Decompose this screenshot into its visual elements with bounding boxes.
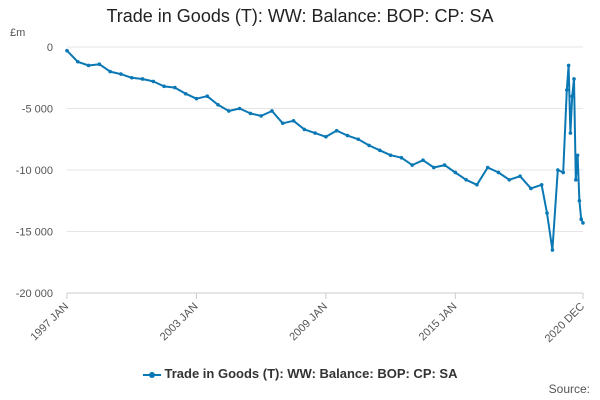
data-point xyxy=(431,165,436,170)
data-point xyxy=(453,170,458,175)
y-axis-tick-labels: 0 -5 000 -10 000 -15 000 -20 000 xyxy=(16,42,53,300)
data-point xyxy=(464,178,468,182)
data-point xyxy=(579,217,584,221)
data-point xyxy=(86,63,91,68)
y-tick-label: -5 000 xyxy=(22,104,53,116)
data-point xyxy=(485,165,490,170)
data-point xyxy=(173,85,177,90)
data-point xyxy=(565,88,569,92)
data-point xyxy=(475,182,479,187)
legend[interactable]: Trade in Goods (T): WW: Balance: BOP: CP… xyxy=(0,366,600,381)
x-tick-label: 2009 JAN xyxy=(287,301,330,344)
data-point xyxy=(280,121,285,126)
data-point xyxy=(575,153,580,158)
data-point xyxy=(345,133,350,138)
data-point xyxy=(410,163,414,167)
axes xyxy=(66,292,584,299)
y-tick-label: -15 000 xyxy=(16,227,53,239)
data-point xyxy=(302,127,307,132)
data-point xyxy=(65,48,69,53)
data-point xyxy=(581,221,585,225)
data-point xyxy=(183,91,188,96)
data-point xyxy=(151,79,156,84)
data-point xyxy=(97,62,102,67)
data-point xyxy=(227,109,231,113)
data-point xyxy=(561,170,566,175)
x-tick-label: 1997 JAN xyxy=(28,301,71,344)
x-tick-label: 2015 JAN xyxy=(417,301,460,344)
data-point xyxy=(556,168,560,172)
series-points xyxy=(65,48,585,252)
data-point xyxy=(539,182,544,187)
data-point xyxy=(550,248,555,252)
data-point xyxy=(129,75,134,80)
data-point xyxy=(570,94,575,98)
y-axis-unit-label: £m xyxy=(10,27,25,39)
data-point xyxy=(518,174,522,178)
data-point xyxy=(496,170,501,175)
data-point xyxy=(568,131,573,135)
x-tick-label: 2003 JAN xyxy=(158,301,201,344)
data-point xyxy=(75,59,80,64)
data-point xyxy=(572,77,576,81)
data-point xyxy=(162,84,166,89)
legend-line-marker-icon xyxy=(142,371,161,378)
y-tick-label: 0 xyxy=(47,42,53,54)
data-point xyxy=(205,94,210,98)
data-point xyxy=(237,106,242,111)
legend-label: Trade in Goods (T): WW: Balance: BOP: CP… xyxy=(164,366,458,381)
y-tick-label: -10 000 xyxy=(16,165,53,177)
data-point xyxy=(324,134,328,139)
data-point xyxy=(399,155,404,160)
chart-title: Trade in Goods (T): WW: Balance: BOP: CP… xyxy=(106,6,494,26)
data-point xyxy=(356,137,361,142)
data-point xyxy=(367,143,371,148)
series-line xyxy=(66,50,584,251)
gridlines xyxy=(67,46,583,294)
data-point xyxy=(248,111,253,116)
data-point xyxy=(140,77,145,81)
data-point xyxy=(334,128,339,133)
data-point xyxy=(388,153,393,158)
data-point xyxy=(313,131,317,135)
data-point xyxy=(119,72,123,76)
x-axis-tick-labels: 1997 JAN 2003 JAN 2009 JAN 2015 JAN 2020 DEC xyxy=(28,301,587,345)
data-point xyxy=(270,109,274,113)
data-point xyxy=(507,178,512,182)
data-point xyxy=(577,198,582,203)
data-point xyxy=(194,96,199,101)
source-label: Source: xyxy=(548,382,590,396)
y-tick-label: -20 000 xyxy=(16,288,53,300)
data-point xyxy=(216,103,220,107)
data-point xyxy=(291,119,296,123)
data-point xyxy=(442,163,447,167)
data-point xyxy=(566,63,571,68)
data-point xyxy=(108,69,112,74)
data-point xyxy=(421,158,425,162)
data-point xyxy=(529,186,533,191)
data-point xyxy=(545,211,549,215)
data-point xyxy=(574,178,578,182)
data-point xyxy=(378,148,382,153)
data-point xyxy=(259,114,263,118)
x-tick-label: 2020 DEC xyxy=(543,301,587,345)
